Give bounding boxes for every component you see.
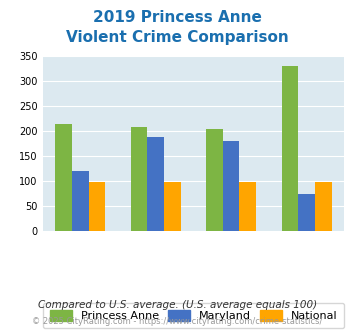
Bar (89, 182, 105, 231)
Bar (164, 182, 181, 231)
Bar (282, 66, 298, 231)
Bar (206, 129, 223, 231)
Bar (240, 182, 256, 231)
Bar (131, 127, 147, 231)
Text: Compared to U.S. average. (U.S. average equals 100): Compared to U.S. average. (U.S. average … (38, 300, 317, 310)
Bar (298, 194, 315, 231)
Text: © 2025 CityRating.com - https://www.cityrating.com/crime-statistics/: © 2025 CityRating.com - https://www.city… (32, 317, 323, 326)
Bar (315, 182, 332, 231)
Bar (55, 123, 72, 231)
Bar (147, 137, 164, 231)
Bar (223, 141, 240, 231)
Text: Violent Crime Comparison: Violent Crime Comparison (66, 30, 289, 45)
Legend: Princess Anne, Maryland, National: Princess Anne, Maryland, National (43, 303, 344, 328)
Text: 2019 Princess Anne: 2019 Princess Anne (93, 10, 262, 25)
Bar (72, 171, 89, 231)
